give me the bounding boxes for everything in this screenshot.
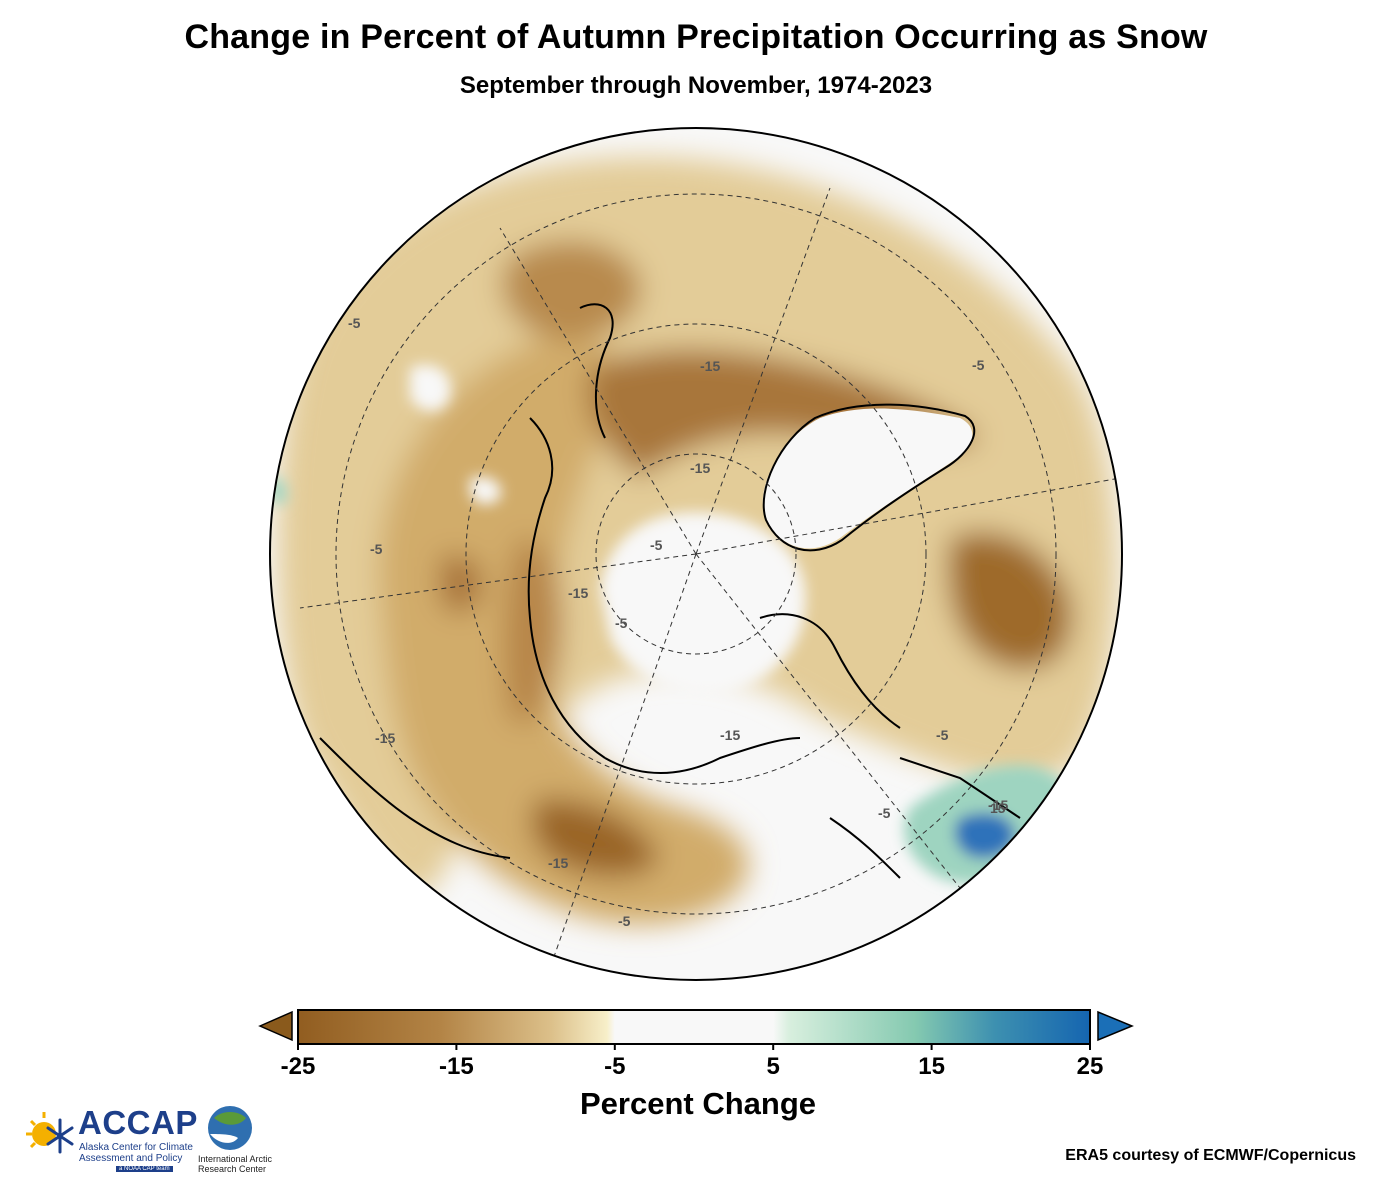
data-credit: ERA5 courtesy of ECMWF/Copernicus bbox=[1065, 1147, 1356, 1164]
map-field: -5 -5 -15 -15 -15 -15 -5 -15 -5 -15 -5 -… bbox=[270, 128, 1122, 980]
contour-labels: -5 -5 -15 -15 -15 -15 -5 -15 -5 -15 -5 -… bbox=[348, 315, 1008, 929]
globe-icon bbox=[208, 1106, 252, 1150]
colorbar-max-arrow bbox=[1097, 1010, 1134, 1042]
accap-subtitle: Alaska Center for Climate Assessment and… bbox=[79, 1142, 193, 1164]
colorbar-tick-label: 25 bbox=[1076, 1053, 1104, 1080]
contour-label: -5 bbox=[650, 537, 663, 553]
contour-label: -5 bbox=[370, 541, 383, 557]
graticule bbox=[299, 187, 1121, 969]
colorbar bbox=[258, 1009, 1134, 1050]
contour-label: -15 bbox=[690, 460, 710, 476]
contour-label: -15 bbox=[568, 585, 588, 601]
colorbar-tick-label: -5 bbox=[604, 1053, 626, 1080]
iarc-logo: International Arctic Research Center bbox=[196, 1104, 286, 1176]
contour-label: -15 bbox=[548, 855, 568, 871]
contour-label: -5 bbox=[878, 805, 891, 821]
contour-label: -15 bbox=[720, 727, 740, 743]
chart-title: Change in Percent of Autumn Precipitatio… bbox=[184, 18, 1208, 56]
colorbar-tick-label: -25 bbox=[280, 1053, 316, 1080]
colorbar-title: Percent Change bbox=[579, 1086, 816, 1121]
iarc-name: International Arctic Research Center bbox=[198, 1154, 273, 1174]
contour-label: -15 bbox=[988, 797, 1008, 813]
contour-label: 15 bbox=[990, 800, 1006, 816]
accap-logo: ACCAP Alaska Center for Climate Assessme… bbox=[22, 1104, 207, 1174]
contour-label: -5 bbox=[618, 913, 631, 929]
colorbar-tick-label: -15 bbox=[439, 1053, 474, 1080]
contour-label: -5 bbox=[615, 615, 628, 631]
coastlines bbox=[319, 303, 1021, 879]
accap-noaa-tag: a NOAA CAP team bbox=[116, 1166, 173, 1172]
contour-label: -5 bbox=[348, 315, 361, 331]
colorbar-tick-label: 5 bbox=[766, 1053, 780, 1080]
colorbar-tick-label: 15 bbox=[918, 1053, 945, 1080]
accap-name: ACCAP bbox=[78, 1104, 198, 1141]
accap-sun-snowflake-icon bbox=[26, 1112, 74, 1154]
colorbar-min-arrow bbox=[258, 1010, 293, 1042]
polar-map: -5 -5 -15 -15 -15 -15 -5 -15 -5 -15 -5 -… bbox=[269, 127, 1123, 981]
contour-label: -15 bbox=[700, 358, 720, 374]
colorbar-gradient bbox=[297, 1009, 1091, 1045]
chart-subtitle: September through November, 1974-2023 bbox=[459, 72, 933, 99]
contour-label: -15 bbox=[375, 730, 395, 746]
contour-label: -5 bbox=[936, 727, 949, 743]
map-boundary bbox=[269, 127, 1123, 981]
contour-label: -5 bbox=[972, 357, 985, 373]
